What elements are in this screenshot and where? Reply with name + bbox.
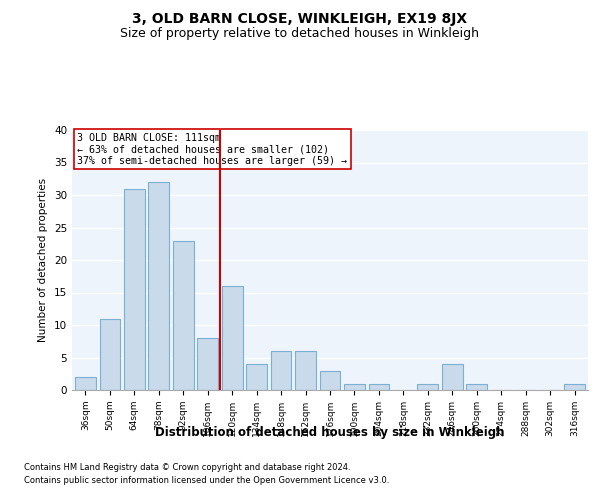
Bar bbox=[100, 318, 120, 390]
Bar bbox=[197, 338, 218, 390]
Bar bbox=[295, 351, 316, 390]
Bar bbox=[564, 384, 585, 390]
Bar bbox=[124, 188, 145, 390]
Bar bbox=[246, 364, 267, 390]
Text: Distribution of detached houses by size in Winkleigh: Distribution of detached houses by size … bbox=[155, 426, 505, 439]
Text: 3, OLD BARN CLOSE, WINKLEIGH, EX19 8JX: 3, OLD BARN CLOSE, WINKLEIGH, EX19 8JX bbox=[133, 12, 467, 26]
Text: 3 OLD BARN CLOSE: 111sqm
← 63% of detached houses are smaller (102)
37% of semi-: 3 OLD BARN CLOSE: 111sqm ← 63% of detach… bbox=[77, 132, 347, 166]
Bar bbox=[344, 384, 365, 390]
Text: Contains HM Land Registry data © Crown copyright and database right 2024.: Contains HM Land Registry data © Crown c… bbox=[24, 464, 350, 472]
Bar bbox=[148, 182, 169, 390]
Bar bbox=[368, 384, 389, 390]
Bar bbox=[320, 370, 340, 390]
Bar bbox=[222, 286, 242, 390]
Bar bbox=[271, 351, 292, 390]
Text: Size of property relative to detached houses in Winkleigh: Size of property relative to detached ho… bbox=[121, 28, 479, 40]
Bar bbox=[173, 240, 194, 390]
Bar bbox=[466, 384, 487, 390]
Text: Contains public sector information licensed under the Open Government Licence v3: Contains public sector information licen… bbox=[24, 476, 389, 485]
Bar bbox=[75, 377, 96, 390]
Y-axis label: Number of detached properties: Number of detached properties bbox=[38, 178, 49, 342]
Bar bbox=[418, 384, 438, 390]
Bar bbox=[442, 364, 463, 390]
